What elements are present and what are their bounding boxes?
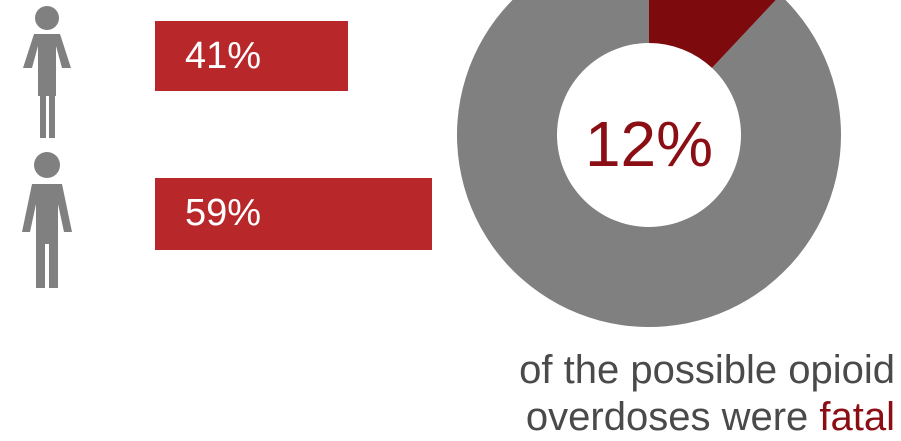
caption-line-1: of the possible opioid xyxy=(519,350,895,390)
caption-line-2-prefix: overdoses were xyxy=(526,395,819,439)
caption-line-2: overdoses were fatal xyxy=(526,397,895,437)
donut-center-label: 12% xyxy=(585,108,713,180)
caption-fatal-word: fatal xyxy=(819,395,895,439)
